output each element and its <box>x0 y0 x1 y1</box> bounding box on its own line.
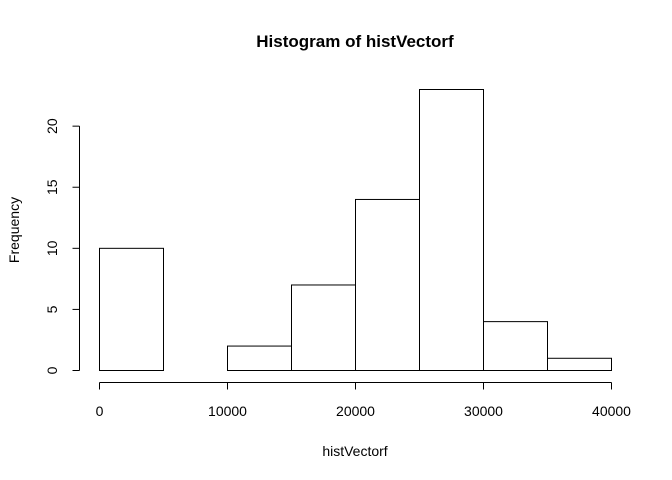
histogram-bar-7 <box>547 357 612 372</box>
chart-title: Histogram of histVectorf <box>256 32 454 51</box>
y-tick-label-3: 15 <box>44 179 60 195</box>
histogram-bar-5 <box>419 89 484 371</box>
bars-group <box>99 89 612 372</box>
x-axis-label: histVectorf <box>322 443 387 459</box>
histogram-bar-2 <box>227 345 292 371</box>
histogram-bar-3 <box>291 284 356 372</box>
y-tick-label-0: 0 <box>44 366 60 374</box>
x-tick-label-1: 10000 <box>208 403 247 419</box>
y-tick-label-1: 5 <box>44 305 60 313</box>
y-axis: 0 5 10 15 20 <box>44 118 80 374</box>
histogram-bar-0 <box>99 247 164 371</box>
x-tick-label-0: 0 <box>96 403 104 419</box>
y-axis-label: Frequency <box>6 197 22 263</box>
x-tick-label-2: 20000 <box>336 403 375 419</box>
x-tick-label-4: 40000 <box>592 403 631 419</box>
x-axis: 0 10000 20000 30000 40000 <box>96 382 631 419</box>
histogram-bar-6 <box>483 321 548 371</box>
x-tick-label-3: 30000 <box>464 403 503 419</box>
y-tick-label-2: 10 <box>44 240 60 256</box>
y-tick-label-4: 20 <box>44 118 60 134</box>
histogram-bar-4 <box>355 198 420 371</box>
